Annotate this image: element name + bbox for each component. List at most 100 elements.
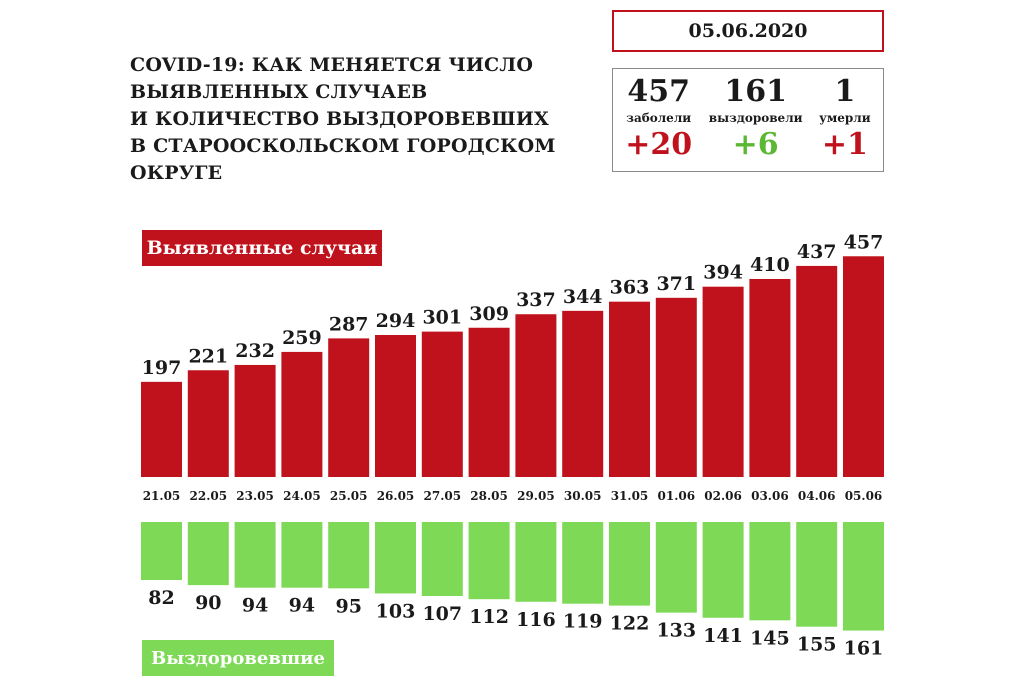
cases-value-label: 457 xyxy=(844,231,884,253)
legend-recovered-label: Выздоровевшие xyxy=(151,647,325,669)
recovered-bar xyxy=(655,522,697,613)
cases-bar xyxy=(702,286,744,477)
cases-value-label: 410 xyxy=(750,254,790,276)
date-tick-label: 26.05 xyxy=(377,489,415,503)
cases-bar xyxy=(234,364,276,477)
recovered-value-label: 122 xyxy=(610,613,650,635)
stat-infected: 457 заболели +20 xyxy=(625,75,692,171)
stat-recovered-label: выздоровели xyxy=(708,111,803,125)
stat-infected-value: 457 xyxy=(627,74,691,109)
stat-infected-delta: +20 xyxy=(625,127,693,162)
cases-bar xyxy=(796,265,838,477)
recovered-value-label: 145 xyxy=(750,627,790,649)
stat-died-label: умерли xyxy=(819,111,871,125)
date-tick-label: 03.06 xyxy=(751,489,789,503)
recovered-value-label: 141 xyxy=(703,625,743,647)
report-date: 05.06.2020 xyxy=(688,20,808,42)
recovered-value-label: 94 xyxy=(242,595,268,617)
stat-infected-label: заболели xyxy=(626,111,692,125)
cases-value-label: 394 xyxy=(703,262,743,284)
cases-value-label: 301 xyxy=(422,307,462,329)
recovered-bar xyxy=(515,522,557,602)
recovered-bar xyxy=(421,522,463,596)
recovered-value-label: 94 xyxy=(289,595,315,617)
recovered-value-label: 90 xyxy=(195,592,221,614)
date-tick-label: 28.05 xyxy=(470,489,508,503)
stat-recovered: 161 выздоровели +6 xyxy=(709,75,803,171)
recovered-bar xyxy=(702,522,744,618)
recovered-value-label: 112 xyxy=(469,606,509,628)
recovered-bar xyxy=(749,522,791,621)
recovered-bar xyxy=(141,522,182,580)
cases-bar xyxy=(187,370,229,477)
legend-cases-label: Выявленные случаи xyxy=(146,237,378,259)
recovered-bar xyxy=(562,522,604,604)
date-tick-label: 05.06 xyxy=(845,489,883,503)
cases-value-label: 309 xyxy=(469,303,509,325)
page-title: COVID-19: КАК МЕНЯЕТСЯ ЧИСЛО ВЫЯВЛЕННЫХ … xyxy=(130,52,590,187)
date-tick-label: 01.06 xyxy=(658,489,696,503)
recovered-value-label: 82 xyxy=(148,587,174,609)
cases-bar xyxy=(141,381,182,477)
recovered-value-label: 116 xyxy=(516,609,556,631)
date-tick-label: 02.06 xyxy=(704,489,742,503)
legend-recovered: Выздоровевшие xyxy=(142,640,334,676)
recovered-bar xyxy=(468,522,510,600)
recovered-bar xyxy=(609,522,650,606)
cases-bar xyxy=(515,314,557,477)
cases-bar xyxy=(609,301,650,477)
recovered-value-label: 133 xyxy=(656,620,696,642)
recovered-value-label: 119 xyxy=(563,611,603,633)
date-tick-label: 30.05 xyxy=(564,489,602,503)
cases-value-label: 259 xyxy=(282,327,322,349)
date-tick-label: 23.05 xyxy=(236,489,274,503)
cases-value-label: 437 xyxy=(797,241,837,263)
title-line: И КОЛИЧЕСТВО ВЫЗДОРОВЕВШИХ xyxy=(130,108,549,130)
cases-bar xyxy=(328,338,370,477)
recovered-bar xyxy=(187,522,229,586)
recovered-bar xyxy=(328,522,370,589)
title-line: В СТАРООСКОЛЬСКОМ ГОРОДСКОМ xyxy=(130,135,556,157)
recovered-value-label: 103 xyxy=(376,600,416,622)
date-tick-label: 21.05 xyxy=(143,489,181,503)
legend-cases: Выявленные случаи xyxy=(142,230,382,266)
date-tick-label: 29.05 xyxy=(517,489,555,503)
cases-value-label: 344 xyxy=(563,286,603,308)
cases-bar xyxy=(655,297,697,477)
cases-bar xyxy=(281,351,323,477)
date-tick-label: 27.05 xyxy=(424,489,462,503)
cases-value-label: 232 xyxy=(235,340,275,362)
stat-died-delta: +1 xyxy=(821,127,868,162)
cases-value-label: 363 xyxy=(610,277,650,299)
date-tick-label: 31.05 xyxy=(611,489,649,503)
cases-value-label: 221 xyxy=(188,345,228,367)
recovered-value-label: 161 xyxy=(844,638,884,660)
recovered-value-label: 155 xyxy=(797,634,837,656)
recovered-bar xyxy=(843,522,884,631)
title-line: ОКРУГЕ xyxy=(130,162,223,184)
cases-bar xyxy=(749,278,791,477)
date-tick-label: 22.05 xyxy=(190,489,228,503)
cases-value-label: 287 xyxy=(329,313,369,335)
recovered-bar xyxy=(281,522,323,588)
recovered-value-label: 107 xyxy=(422,603,462,625)
cases-bar xyxy=(468,327,510,477)
cases-value-label: 337 xyxy=(516,289,556,311)
stat-died-value: 1 xyxy=(834,74,856,109)
date-tick-label: 24.05 xyxy=(283,489,321,503)
cases-bar xyxy=(562,310,604,477)
cases-bar xyxy=(421,331,463,477)
stat-died: 1 умерли +1 xyxy=(819,75,871,171)
date-tick-label: 04.06 xyxy=(798,489,836,503)
date-tick-label: 25.05 xyxy=(330,489,368,503)
recovered-bar xyxy=(375,522,416,594)
stat-recovered-value: 161 xyxy=(724,74,787,109)
cases-value-label: 371 xyxy=(656,273,696,295)
title-line: COVID-19: КАК МЕНЯЕТСЯ ЧИСЛО xyxy=(130,54,534,76)
cases-value-label: 294 xyxy=(376,310,416,332)
cases-bar xyxy=(843,256,884,477)
stats-box: 457 заболели +20 161 выздоровели +6 1 ум… xyxy=(612,68,884,172)
recovered-bar xyxy=(234,522,276,588)
title-line: ВЫЯВЛЕННЫХ СЛУЧАЕВ xyxy=(130,81,428,103)
